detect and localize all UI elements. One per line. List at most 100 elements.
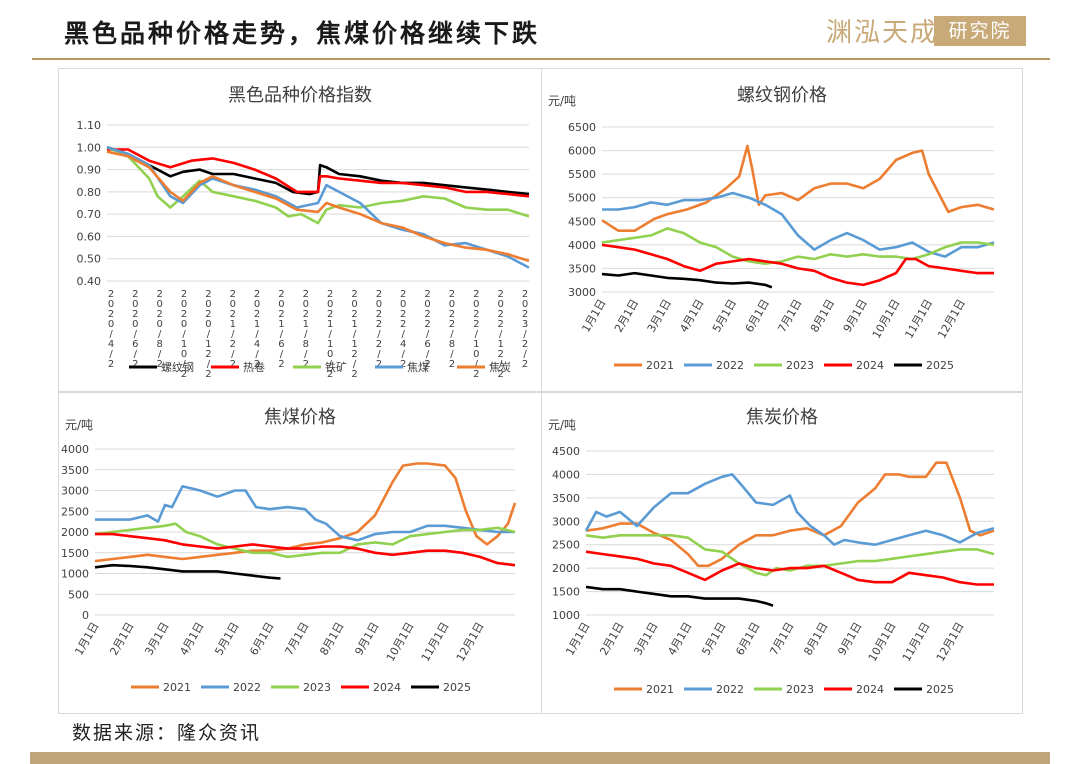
x-tick-label: 2 0 2 0/6/2: [132, 289, 138, 370]
legend-label: 2023: [303, 681, 331, 694]
x-tick-label: 12月1日: [934, 620, 967, 664]
x-tick-label: 10月1日: [384, 620, 417, 664]
x-tick-label: 2 0 2 2/8/2: [449, 289, 455, 370]
y-tick-label: 2500: [552, 539, 580, 552]
y-tick-label: 0.60: [77, 230, 102, 243]
x-tick-label: 4月1日: [177, 620, 206, 658]
legend-label: 2024: [856, 683, 884, 696]
x-tick-label: 7月1日: [767, 620, 796, 658]
series-line-铁矿: [106, 146, 530, 225]
y-axis-unit: 元/吨: [548, 418, 576, 432]
x-tick-label: 1月1日: [563, 620, 592, 658]
x-tick-label: 8月1日: [801, 620, 830, 658]
brand-logo: 渊泓天成 研究院: [826, 12, 1026, 50]
x-tick-label: 2 0 2 0/8/2: [157, 289, 163, 370]
chart-title: 黑色品种价格指数: [228, 85, 372, 106]
series-line-2024: [601, 243, 994, 287]
legend-label: 焦炭: [489, 361, 511, 374]
x-tick-label: 9月1日: [841, 297, 870, 335]
series-line-2024: [95, 532, 516, 567]
x-tick-label: 11月1日: [903, 297, 936, 341]
chart-rebar: 螺纹钢价格 元/吨 6500 6000 5500 5000 4500 4000 3500 3000…: [548, 85, 995, 372]
legend-label: 2025: [926, 683, 954, 696]
chart-title: 螺纹钢价格: [737, 85, 827, 106]
legend-label: 2023: [786, 359, 814, 372]
x-tick-label: 2 0 2 1/1 2/2: [351, 289, 357, 380]
y-tick-label: 0.90: [77, 164, 102, 177]
y-tick-label: 0.50: [77, 253, 102, 266]
logo-text-box: 研究院: [934, 16, 1026, 46]
series-line-2025: [601, 271, 773, 289]
chart-panel-index: 黑色品种价格指数 1.10 1.00 0.90 0.80 0.70 0.60 0.50 0.40…: [58, 68, 542, 392]
x-tick-label: 2 0 2 1/8/2: [303, 289, 309, 370]
y-tick-label: 1.00: [77, 141, 102, 154]
header-divider: [32, 58, 1050, 60]
x-tick-label: 6月1日: [733, 620, 762, 658]
legend-label: 热卷: [243, 360, 265, 374]
chart-title: 焦煤价格: [264, 407, 336, 428]
y-tick-label: 5500: [568, 168, 596, 181]
x-tick-label: 2 0 2 0/1 0/2: [181, 289, 187, 380]
series-line-2023: [601, 227, 995, 265]
series-line-2021: [585, 461, 995, 568]
series-line-2022: [95, 485, 515, 542]
legend-label: 2025: [443, 681, 471, 694]
legend-label: 2023: [786, 683, 814, 696]
series-line-焦炭: [106, 150, 530, 263]
y-tick-label: 6500: [568, 121, 596, 134]
x-tick-label: 2 0 2 0/4/2: [108, 289, 114, 370]
legend-label: 2021: [646, 683, 674, 696]
chart-index: 黑色品种价格指数 1.10 1.00 0.90 0.80 0.70 0.60 0.50 0.40…: [77, 85, 530, 380]
legend-label: 焦煤: [407, 361, 429, 374]
chart-coking-coal: 焦煤价格元/吨400035003000250020001500100050001…: [61, 407, 517, 694]
y-tick-label: 3000: [61, 485, 89, 498]
x-tick-label: 1月1日: [72, 620, 101, 658]
chart-panel-coking-coal: 焦煤价格 元/吨 4000 3500 3000 2500 2000 1500 1000 500 0 1…: [58, 392, 542, 714]
series-line-2025: [94, 563, 281, 580]
x-tick-label: 12月1日: [935, 297, 968, 341]
x-tick-label: 2 0 2 0/1 2/2: [205, 289, 211, 380]
y-tick-label: 3000: [568, 286, 596, 299]
chart-panel-coke: 焦炭价格 元/吨 4500 4000 3500 3000 2500 2000 1500 1000 1…: [541, 392, 1023, 714]
legend-label: 2024: [856, 359, 884, 372]
data-source: 数据来源：隆众资讯: [72, 722, 262, 744]
x-tick-label: 12月1日: [454, 620, 487, 664]
chart-panel-rebar: 螺纹钢价格 元/吨 6500 6000 5500 5000 4500 4000 3500 3000…: [541, 68, 1023, 392]
x-tick-label: 7月1日: [775, 297, 804, 335]
legend-label: 螺纹钢: [161, 360, 194, 374]
x-tick-label: 2 0 2 2/1 0/2: [473, 289, 479, 380]
series-line-2024: [585, 550, 994, 586]
x-tick-label: 11月1日: [419, 620, 452, 664]
y-tick-label: 0.40: [77, 275, 102, 288]
x-tick-label: 1月1日: [579, 297, 608, 335]
y-tick-label: 5000: [568, 192, 596, 205]
y-tick-label: 1000: [61, 568, 89, 581]
logo-text-mark: 渊泓天成: [826, 18, 939, 48]
x-tick-label: 9月1日: [352, 620, 381, 658]
y-axis-unit: 元/吨: [65, 418, 93, 432]
legend-label: 2024: [373, 681, 401, 694]
y-tick-label: 3500: [61, 464, 89, 477]
y-tick-label: 3500: [552, 492, 580, 505]
x-tick-label: 2 0 2 1/4/2: [254, 289, 260, 370]
x-tick-label: 3月1日: [631, 620, 660, 658]
x-tick-label: 2 0 2 1/2/2: [230, 289, 236, 370]
legend-label: 2021: [163, 681, 191, 694]
y-tick-label: 4500: [568, 215, 596, 228]
x-tick-label: 2 0 2 1/1 0/2: [327, 289, 333, 380]
x-tick-label: 2 0 2 2/1 2/2: [497, 289, 503, 380]
x-tick-label: 5月1日: [710, 297, 739, 335]
chart-coke: 焦炭价格元/吨450040003500300025002000150010001…: [548, 407, 995, 696]
x-tick-label: 8月1日: [808, 297, 837, 335]
y-tick-label: 1500: [61, 547, 89, 560]
series-line-2022: [602, 191, 995, 258]
y-tick-label: 6000: [568, 145, 596, 158]
y-tick-label: 2500: [61, 505, 89, 518]
legend-label: 2021: [646, 359, 674, 372]
y-tick-label: 0.70: [77, 208, 102, 221]
x-tick-label: 2 0 2 2/2/2: [376, 289, 382, 370]
legend-label: 2025: [926, 359, 954, 372]
y-tick-label: 1500: [552, 586, 580, 599]
legend-label: 2022: [716, 359, 744, 372]
x-tick-label: 3月1日: [645, 297, 674, 335]
